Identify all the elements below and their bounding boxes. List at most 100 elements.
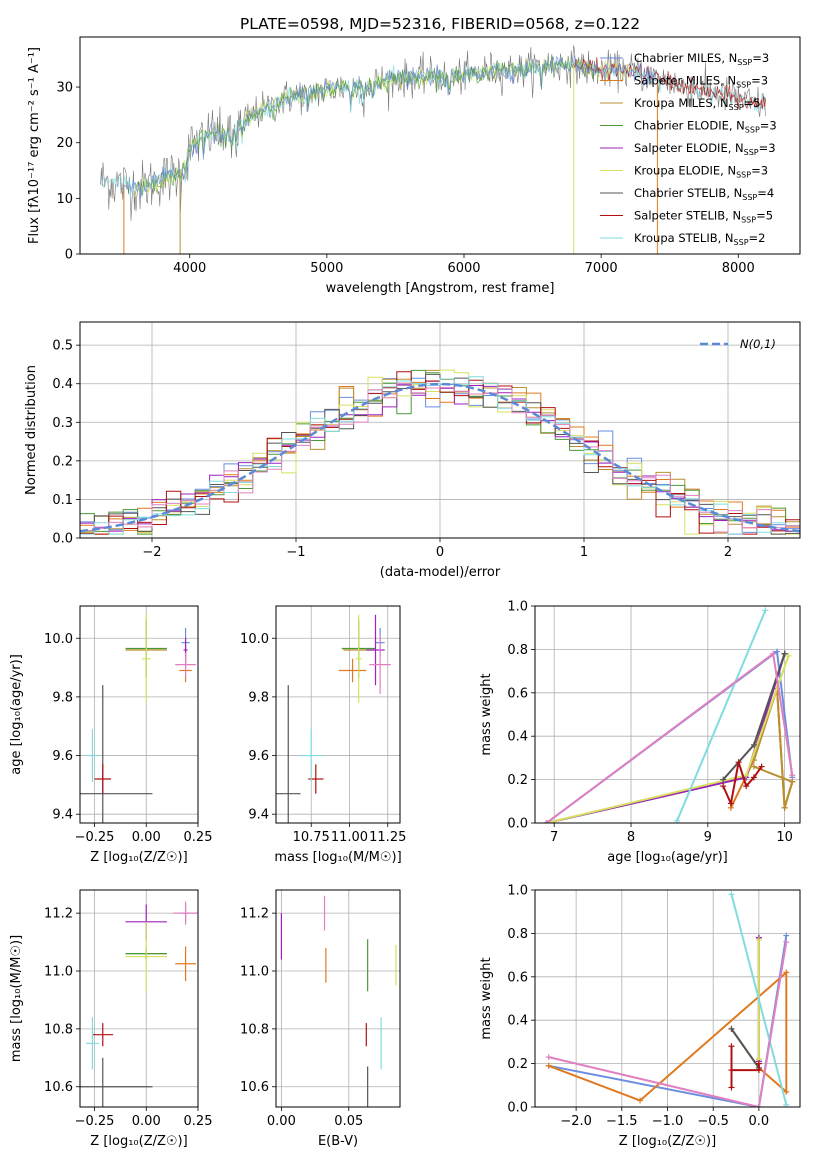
- plot-area-weight_vs_Z: [545, 891, 790, 1107]
- weight-series-line: [730, 1046, 760, 1088]
- y-tick-label: 10.6: [240, 1080, 269, 1095]
- x-tick-label: 10.75: [293, 830, 330, 845]
- axes-frame: [534, 889, 801, 1108]
- y-tick-label: 11.0: [44, 965, 73, 980]
- x-tick-label: 7000: [585, 261, 618, 276]
- x-tick-label: 0.25: [184, 1114, 213, 1129]
- plot-area-mass_vs_EBV: [280, 895, 397, 1107]
- x-tick-label: −2: [142, 545, 161, 560]
- residuals-legend: N(0,1): [700, 337, 776, 351]
- weight-series-line: [546, 655, 790, 823]
- y-tick-label: 0.4: [507, 730, 528, 745]
- y-tick-label: 10.8: [240, 1022, 269, 1037]
- axes-frame: [79, 321, 801, 539]
- mass-vs-Z-x-label: Z [log₁₀(Z/Z☉)]: [90, 1134, 187, 1149]
- model-spectrum-line: [134, 54, 602, 197]
- axes-frame: [79, 605, 199, 824]
- weight-series-line: [676, 609, 767, 822]
- x-tick-label: −0.25: [75, 830, 115, 845]
- legend-label: N(0,1): [740, 337, 776, 351]
- y-tick-label: 0.5: [52, 339, 73, 354]
- y-tick-label: 0.8: [507, 643, 528, 658]
- y-tick-label: 0.2: [52, 454, 73, 469]
- plot-area-residuals: [80, 369, 800, 535]
- histogram-step: [80, 371, 800, 535]
- x-tick-label: 11.25: [369, 830, 406, 845]
- panel-spectrum: 4000 5000 6000 7000 8000 0 10 20 30 wavelength [A…: [27, 36, 801, 296]
- age-vs-mass-x-label: mass [log₁₀(M/M☉)]: [274, 850, 401, 865]
- histogram-step: [80, 376, 800, 535]
- weight-vs-age-y-label: mass weight: [479, 673, 494, 755]
- model-spectrum-line: [100, 57, 766, 198]
- legend-label: Chabrier ELODIE, NSSP=3: [634, 119, 777, 135]
- y-tick-label: 10.0: [240, 632, 269, 647]
- plot-area-weight_vs_age: [543, 607, 796, 823]
- y-tick-label: 1.0: [507, 884, 528, 899]
- x-tick-label: 0.00: [132, 830, 161, 845]
- residuals-x-label: (data-model)/error: [380, 565, 501, 580]
- y-tick-label: 9.4: [248, 808, 269, 823]
- x-tick-label: 2: [724, 545, 732, 560]
- y-tick-label: 10.8: [44, 1022, 73, 1037]
- y-tick-label: 20: [56, 136, 73, 151]
- spectrum-legend: Chabrier MILES, NSSP=3 Salpeter MILES, NS…: [600, 51, 777, 247]
- x-tick-label: −1.0: [652, 1114, 684, 1129]
- y-tick-label: 10: [56, 192, 73, 207]
- histogram-step: [80, 380, 800, 535]
- y-tick-label: 0.2: [507, 773, 528, 788]
- x-tick-label: 0.05: [334, 1114, 363, 1129]
- y-tick-label: 0.0: [507, 1101, 528, 1116]
- y-tick-label: 0.2: [507, 1057, 528, 1072]
- axes-frame: [275, 889, 401, 1108]
- y-tick-label: 11.2: [44, 907, 73, 922]
- x-tick-label: 7: [550, 830, 558, 845]
- age-vs-Z-y-label: age [log₁₀(age/yr)]: [9, 654, 24, 775]
- legend-label: Chabrier MILES, NSSP=3: [634, 51, 769, 67]
- y-tick-label: 0.6: [507, 686, 528, 701]
- x-tick-label: 1: [580, 545, 588, 560]
- x-tick-label: −1: [286, 545, 305, 560]
- weight-series-line: [752, 688, 794, 809]
- weight-series-line: [730, 894, 788, 1106]
- axes-frame: [79, 36, 801, 255]
- weight-vs-Z-y-label: mass weight: [479, 957, 494, 1039]
- spectrum-x-label: wavelength [Angstrom, rest frame]: [326, 281, 555, 296]
- x-tick-label: 6000: [447, 261, 480, 276]
- plot-area-mass_vs_Z: [80, 901, 198, 1107]
- weight-vs-age-x-label: age [log₁₀(age/yr)]: [607, 850, 728, 865]
- plot-area-age_vs_mass: [276, 614, 391, 823]
- legend-label: Salpeter MILES, NSSP=3: [634, 74, 768, 90]
- y-tick-label: 9.8: [52, 690, 73, 705]
- y-tick-label: 0.6: [507, 970, 528, 985]
- y-tick-label: 9.6: [52, 749, 73, 764]
- x-tick-label: −2.0: [560, 1114, 592, 1129]
- y-tick-label: 0.8: [507, 927, 528, 942]
- panel-mass_vs_Z: −0.25 0.00 0.25 10.6 10.8 11.0 11.2 Z [log₁₀(Z/…: [9, 889, 213, 1149]
- mass-vs-Z-y-label: mass [log₁₀(M/M☉)]: [9, 935, 24, 1062]
- weight-vs-Z-x-label: Z [log₁₀(Z/Z☉)]: [619, 1134, 716, 1149]
- y-tick-label: 9.8: [248, 690, 269, 705]
- spectrum-y-label: Flux [fλ10⁻¹⁷ erg cm⁻² s⁻¹ A⁻¹]: [27, 47, 42, 244]
- y-tick-label: 9.6: [248, 749, 269, 764]
- x-tick-label: 5000: [310, 261, 343, 276]
- y-tick-label: 30: [56, 81, 73, 96]
- panel-age_vs_mass: 10.75 11.00 11.25 9.4 9.6 9.8 10.0 mass [log₁₀(…: [240, 605, 406, 865]
- y-tick-label: 0: [65, 248, 73, 263]
- x-tick-label: 8000: [722, 261, 755, 276]
- y-tick-label: 0.3: [52, 416, 73, 431]
- x-tick-label: 0.0: [749, 1114, 770, 1129]
- y-tick-label: 0.0: [507, 817, 528, 832]
- x-tick-label: −0.5: [697, 1114, 729, 1129]
- panels: 4000 5000 6000 7000 8000 0 10 20 30 wavelength [A…: [9, 36, 801, 1149]
- legend-label: Kroupa ELODIE, NSSP=3: [634, 164, 768, 180]
- x-tick-label: 11.00: [331, 830, 368, 845]
- x-tick-label: 4000: [173, 261, 206, 276]
- weight-series-line: [722, 761, 763, 807]
- axes-frame: [79, 889, 199, 1108]
- x-tick-label: −1.5: [606, 1114, 638, 1129]
- axes-frame: [534, 605, 801, 824]
- y-tick-label: 0.4: [52, 377, 73, 392]
- residuals-y-label: Normed distribution: [24, 365, 39, 495]
- legend-label: Kroupa MILES, NSSP=5: [634, 96, 760, 112]
- weight-series-line: [730, 1028, 760, 1069]
